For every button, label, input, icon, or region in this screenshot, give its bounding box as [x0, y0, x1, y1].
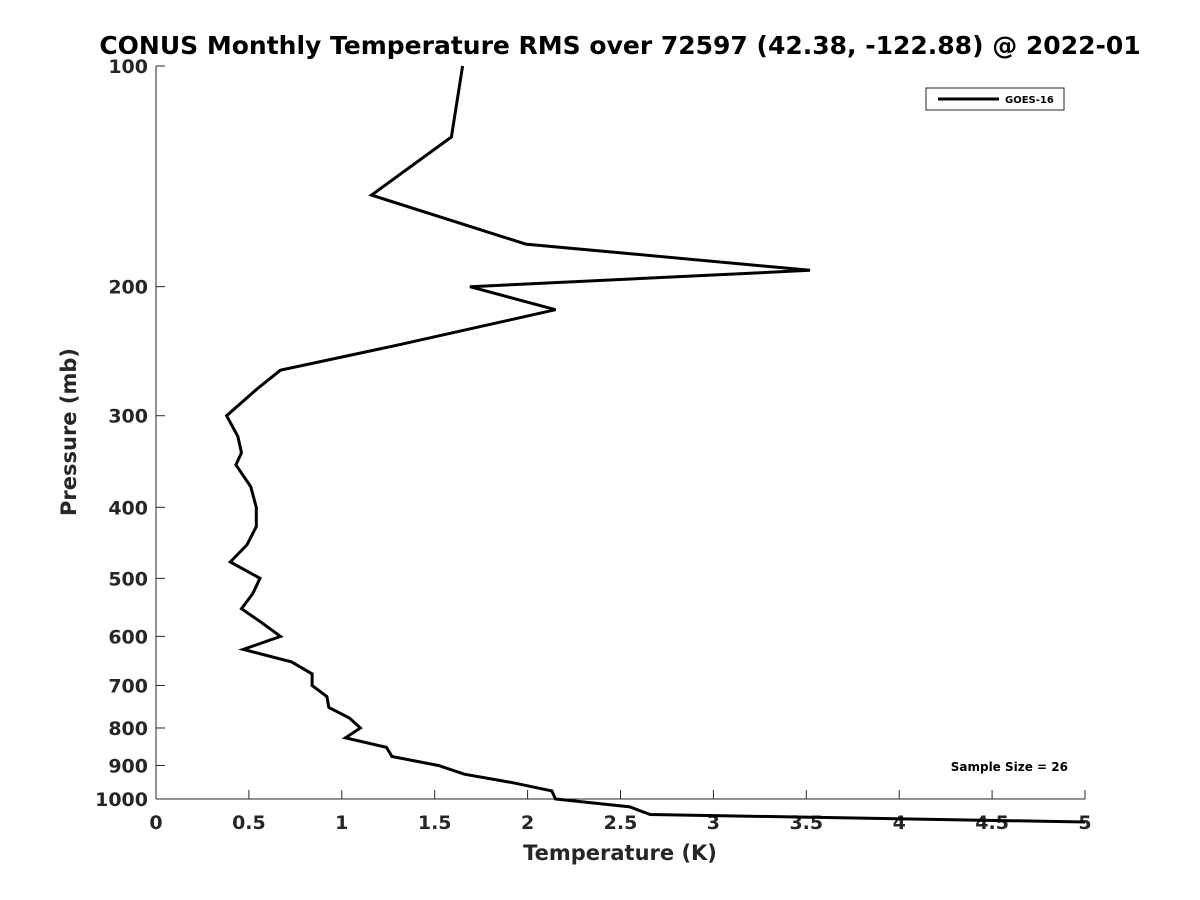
y-tick-label: 800 — [108, 718, 148, 740]
x-tick-label: 1 — [335, 812, 348, 834]
y-tick-label: 200 — [108, 277, 148, 299]
y-tick-label: 500 — [108, 568, 148, 590]
x-tick-label: 0.5 — [232, 812, 266, 834]
y-tick-label: 300 — [108, 406, 148, 428]
y-tick-label: 600 — [108, 626, 148, 648]
x-axis-label: Temperature (K) — [523, 841, 717, 865]
x-tick-label: 2 — [521, 812, 534, 834]
legend: GOES-16 — [925, 87, 1065, 111]
x-tick-label: 1.5 — [418, 812, 452, 834]
y-tick-label: 100 — [108, 56, 148, 78]
legend-label-goes-16: GOES-16 — [1005, 95, 1054, 106]
plot-area — [155, 66, 1085, 800]
series-layer — [224, 65, 1086, 824]
y-tick-label: 400 — [108, 497, 148, 519]
y-ticks: 100 200 300 400 500 600 700 800 900 1000 — [95, 56, 165, 811]
y-tick-label: 700 — [108, 675, 148, 697]
sample-size-annotation: Sample Size = 26 — [951, 760, 1068, 774]
series-line-goes-16 — [224, 65, 1086, 824]
x-tick-label: 5 — [1078, 812, 1091, 834]
x-tick-label: 3 — [707, 812, 720, 834]
x-tick-label: 4 — [893, 812, 906, 834]
x-tick-label: 4.5 — [975, 812, 1009, 834]
y-axis-label: Pressure (mb) — [57, 348, 81, 516]
x-tick-label: 2.5 — [604, 812, 638, 834]
x-ticks: 0 0.5 1 1.5 2 2.5 3 3.5 4 4.5 5 — [149, 790, 1092, 834]
y-tick-label: 900 — [108, 755, 148, 777]
chart-title: CONUS Monthly Temperature RMS over 72597… — [99, 31, 1140, 60]
x-tick-label: 0 — [149, 812, 162, 834]
x-tick-label: 3.5 — [789, 812, 823, 834]
y-tick-label: 1000 — [95, 789, 148, 811]
